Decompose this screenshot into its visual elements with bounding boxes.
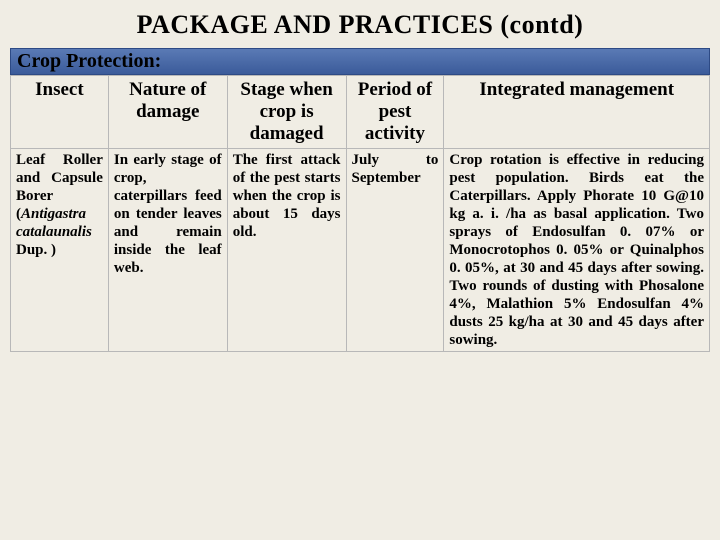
insect-name-part2: Dup. ) [16,242,56,258]
cell-period: July to September [346,148,444,351]
cell-insect: Leaf Roller and Capsule Borer (Antigastr… [11,148,109,351]
slide: PACKAGE AND PRACTICES (contd) Crop Prote… [0,0,720,540]
table-row: Leaf Roller and Capsule Borer (Antigastr… [11,148,710,351]
insect-latin: Antigastra catalaunalis [16,206,92,240]
col-nature: Nature of damage [108,76,227,149]
section-heading: Crop Protection: [10,48,710,75]
cell-management: Crop rotation is effective in reducing p… [444,148,710,351]
col-stage: Stage when crop is damaged [227,76,346,149]
col-management: Integrated management [444,76,710,149]
col-insect: Insect [11,76,109,149]
table-header-row: Insect Nature of damage Stage when crop … [11,76,710,149]
slide-title: PACKAGE AND PRACTICES (contd) [10,10,710,40]
cell-nature: In early stage of crop, caterpillars fee… [108,148,227,351]
crop-protection-table: Insect Nature of damage Stage when crop … [10,75,710,352]
cell-stage: The first attack of the pest starts when… [227,148,346,351]
col-period: Period of pest activity [346,76,444,149]
